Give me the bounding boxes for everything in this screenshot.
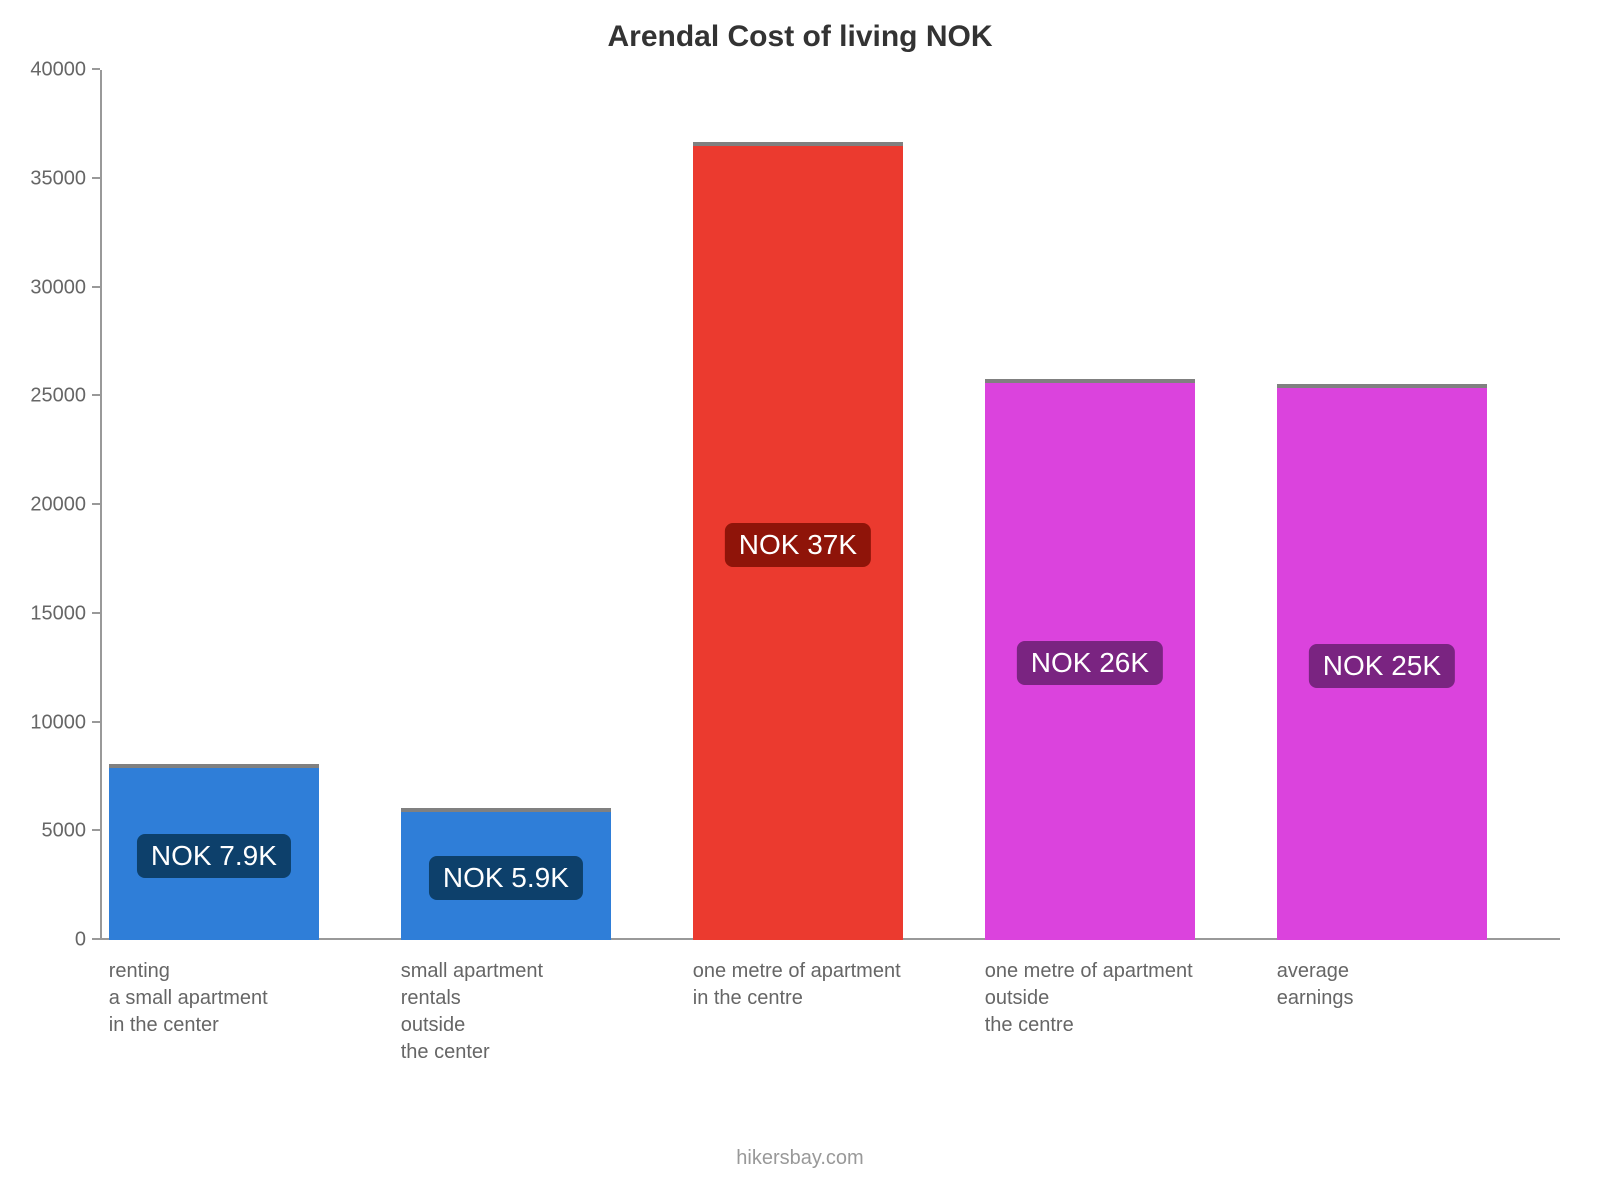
y-tick-label: 40000 xyxy=(30,59,100,82)
x-category-label: one metre of apartment outside the centr… xyxy=(985,958,1277,1039)
bar-cap xyxy=(693,142,903,146)
plot-area: 0500010000150002000025000300003500040000… xyxy=(100,70,1560,940)
y-tick-mark xyxy=(92,286,100,288)
bar-cap xyxy=(109,764,319,768)
y-tick-mark xyxy=(92,68,100,70)
y-axis-line xyxy=(100,70,102,940)
bar-value-label: NOK 26K xyxy=(1017,641,1163,685)
y-tick-mark xyxy=(92,938,100,940)
y-tick-label: 30000 xyxy=(30,276,100,299)
y-tick-label: 15000 xyxy=(30,602,100,625)
y-tick-mark xyxy=(92,503,100,505)
cost-of-living-chart: Arendal Cost of living NOK 0500010000150… xyxy=(0,0,1600,1200)
y-tick-label: 20000 xyxy=(30,494,100,517)
x-category-label: average earnings xyxy=(1277,958,1569,1012)
bar-value-label: NOK 5.9K xyxy=(429,856,583,900)
y-tick-mark xyxy=(92,829,100,831)
x-category-label: small apartment rentals outside the cent… xyxy=(401,958,693,1066)
y-tick-label: 0 xyxy=(75,929,100,952)
bar-cap xyxy=(985,379,1195,383)
x-category-label: renting a small apartment in the center xyxy=(109,958,401,1039)
bar-cap xyxy=(401,808,611,812)
bar-value-label: NOK 7.9K xyxy=(137,834,291,878)
y-tick-mark xyxy=(92,394,100,396)
bar-value-label: NOK 25K xyxy=(1309,644,1455,688)
y-tick-mark xyxy=(92,721,100,723)
y-tick-label: 10000 xyxy=(30,711,100,734)
x-category-label: one metre of apartment in the centre xyxy=(693,958,985,1012)
y-tick-label: 35000 xyxy=(30,167,100,190)
y-tick-label: 25000 xyxy=(30,385,100,408)
bar-value-label: NOK 37K xyxy=(725,523,871,567)
y-tick-label: 5000 xyxy=(42,820,101,843)
y-tick-mark xyxy=(92,177,100,179)
bar-cap xyxy=(1277,384,1487,388)
y-tick-mark xyxy=(92,612,100,614)
attribution-text: hikersbay.com xyxy=(0,1147,1600,1170)
chart-title: Arendal Cost of living NOK xyxy=(0,20,1600,54)
